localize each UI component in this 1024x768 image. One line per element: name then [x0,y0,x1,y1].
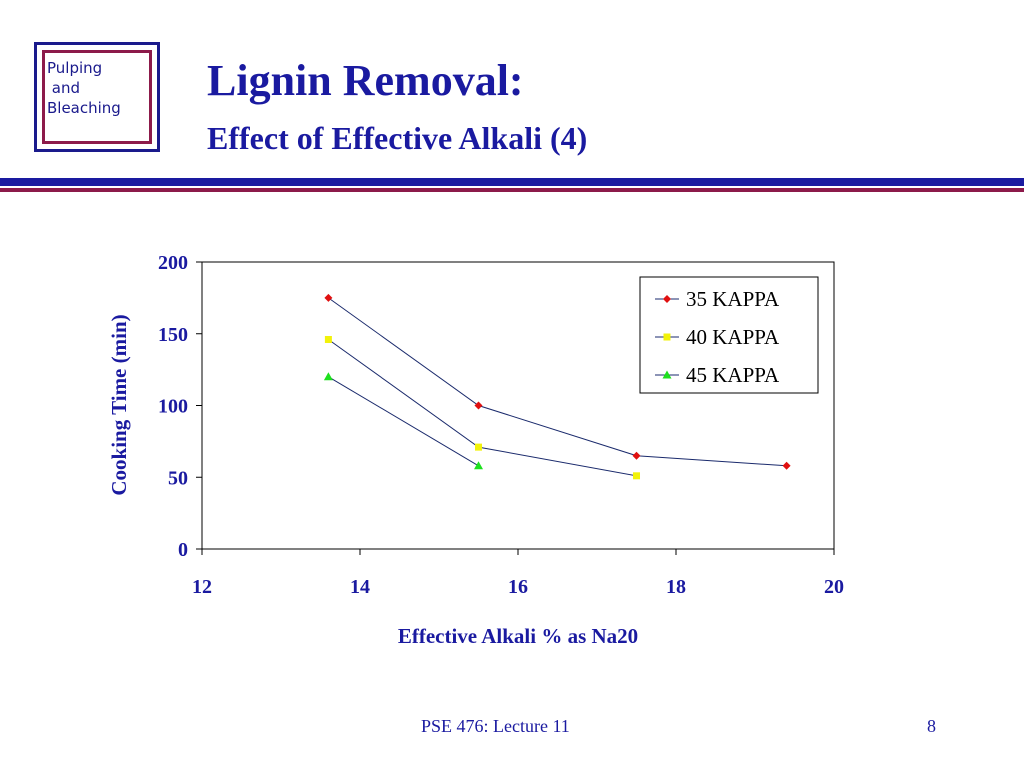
slide-subtitle: Effect of Effective Alkali (4) [207,120,588,156]
data-point [633,472,640,480]
legend-label: 40 KAPPA [686,325,780,349]
logo-line-3: Bleaching [47,99,121,117]
legend-entry: 45 KAPPA [655,363,780,387]
legend-marker [662,370,672,379]
logo-line-1: Pulping [47,59,103,77]
legend: 35 KAPPA 40 KAPPA 45 KAPPA [639,276,819,394]
footer-page-number: 8 [927,716,936,736]
x-tick-label: 12 [192,576,212,598]
header-rule-blue [0,178,1024,186]
legend-label: 45 KAPPA [686,363,780,387]
data-point [475,443,482,451]
logo: Pulping and Bleaching [34,42,160,152]
x-tick-label: 14 [350,576,370,598]
x-tick-label: 20 [824,576,844,598]
data-point [324,335,332,343]
data-point [632,451,641,460]
data-point [474,461,483,470]
legend-entry: 35 KAPPA [655,287,780,311]
series-40-kappa [324,335,640,480]
series-layer [323,293,791,480]
series-line [328,297,787,467]
y-tick-label: 150 [158,324,188,346]
series-line [328,376,479,467]
legend-marker [663,333,671,341]
y-tick-label: 100 [158,396,188,418]
y-tick-label: 50 [168,467,188,489]
slide-title: Lignin Removal: [207,56,524,105]
x-tick-label: 16 [508,576,528,598]
data-point [782,461,791,470]
logo-text: Pulping and Bleaching [47,58,121,118]
data-point [324,293,333,302]
x-tick-label: 18 [666,576,686,598]
y-tick-label: 200 [158,252,188,274]
logo-inner-frame [42,50,152,144]
header-rule-maroon [0,188,1024,192]
series-35-kappa [324,293,791,470]
legend-marker [663,295,671,303]
x-axis-label: Effective Alkali % as Na20 [398,624,638,648]
logo-line-2: and [51,79,81,97]
legend-label: 35 KAPPA [686,287,780,311]
data-point [474,401,483,410]
axes: 0 50 100 150 200 12 14 16 18 20 [158,252,844,598]
y-tick-label: 0 [178,539,188,561]
series-45-kappa [323,372,483,470]
footer-course: PSE 476: Lecture 11 [421,716,570,736]
legend-entry: 40 KAPPA [655,325,780,349]
data-point [323,372,333,381]
y-axis-label: Cooking Time (min) [107,314,131,495]
